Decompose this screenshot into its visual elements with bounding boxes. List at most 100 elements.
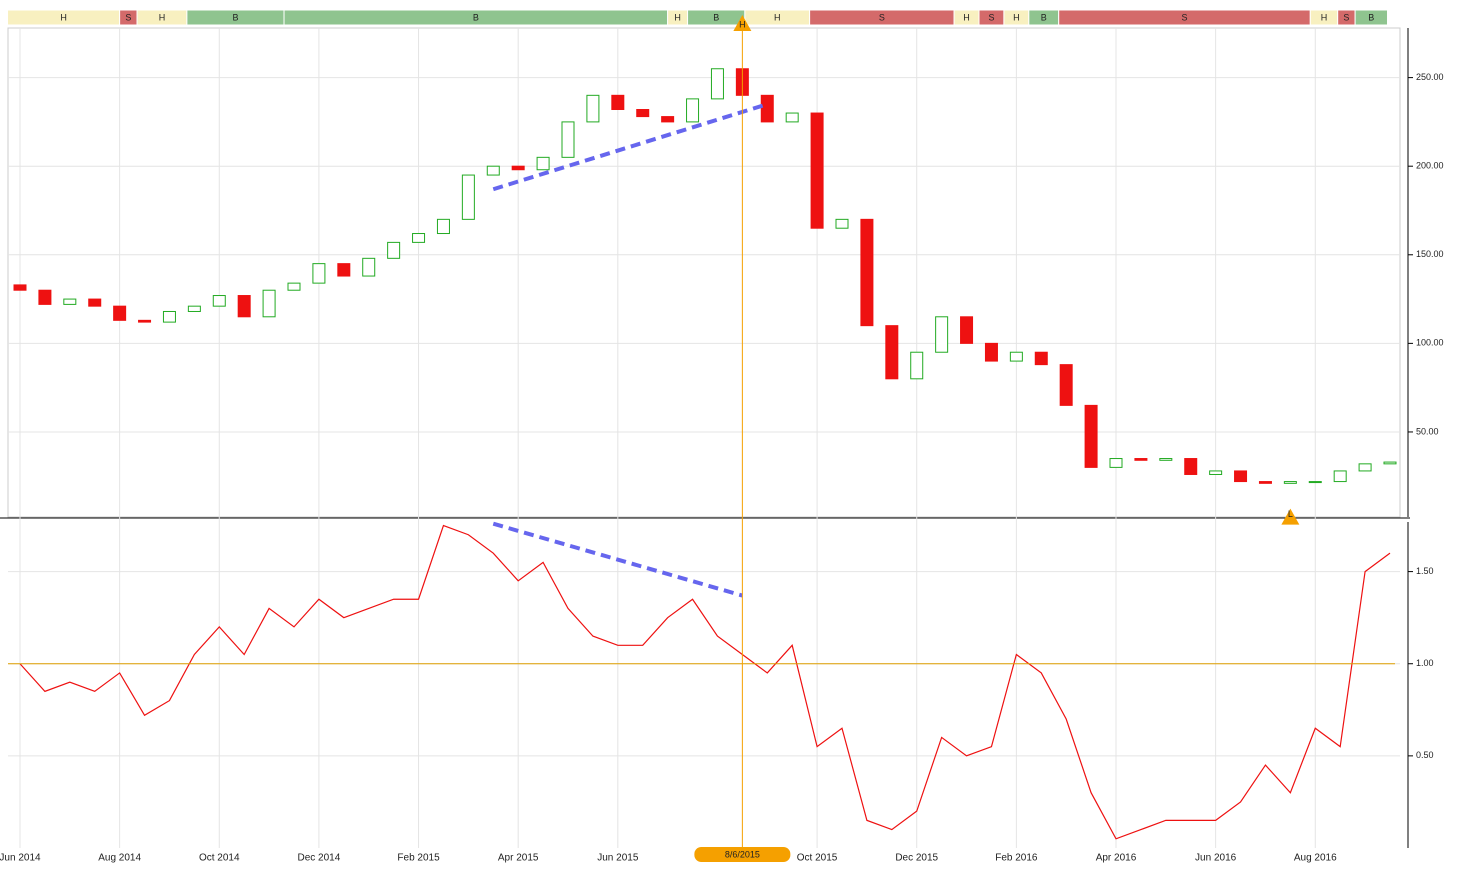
trend-line	[492, 521, 743, 598]
candle	[561, 121, 575, 158]
candle	[636, 109, 650, 118]
event-pill	[694, 847, 791, 862]
event-label: 8/6/2015	[725, 849, 760, 859]
x-tick-label: Aug 2014	[98, 853, 141, 864]
signal-label: B	[713, 12, 719, 22]
marker-label: H	[739, 19, 746, 29]
candle	[337, 263, 351, 277]
candle	[1234, 470, 1248, 483]
x-tick-label: Apr 2016	[1096, 853, 1137, 864]
x-tick-label: Feb 2015	[397, 853, 440, 864]
candle	[1184, 458, 1198, 475]
candle	[237, 295, 251, 318]
price-panel	[7, 27, 1401, 518]
candle	[287, 282, 301, 291]
candle	[436, 218, 450, 235]
candle	[262, 289, 276, 318]
candle	[1059, 364, 1073, 406]
signal-label: H	[1321, 12, 1328, 22]
candle	[760, 94, 774, 123]
candle	[312, 263, 326, 284]
y-tick-label: 1.00	[1416, 658, 1434, 668]
candle	[661, 116, 675, 123]
candle	[1009, 351, 1023, 362]
signal-label: H	[1013, 12, 1020, 22]
candle	[13, 284, 27, 291]
candle	[860, 218, 874, 327]
signal-label: H	[60, 12, 67, 22]
signal-segment	[1354, 9, 1389, 26]
signal-label: S	[1181, 12, 1187, 22]
signal-label: S	[1343, 12, 1349, 22]
candle	[960, 316, 974, 344]
signal-label: B	[473, 12, 479, 22]
candle	[710, 68, 724, 100]
x-tick-label: Feb 2016	[995, 853, 1038, 864]
marker	[733, 15, 752, 32]
candle	[162, 310, 176, 323]
signal-label: S	[879, 12, 885, 22]
candle	[1134, 458, 1148, 461]
candle	[187, 305, 201, 312]
signal-label: H	[774, 12, 781, 22]
candle	[1283, 481, 1297, 484]
x-tick-label: Oct 2014	[199, 853, 240, 864]
candle	[387, 241, 401, 259]
y-tick-label: 150.00	[1416, 249, 1444, 259]
candle	[1383, 461, 1397, 465]
x-tick-label: Dec 2014	[298, 853, 341, 864]
candle	[1034, 351, 1048, 366]
candle	[536, 156, 550, 171]
candle	[412, 233, 426, 243]
candle	[88, 298, 102, 307]
x-tick-label: Jun 2016	[1195, 853, 1237, 864]
signal-label: S	[125, 12, 131, 22]
candle	[686, 98, 700, 123]
x-tick-label: Jun 2014	[0, 853, 41, 864]
signal-label: S	[988, 12, 994, 22]
marker	[1281, 508, 1300, 525]
candle	[935, 316, 949, 353]
candle	[1258, 481, 1272, 484]
signal-label: H	[674, 12, 681, 22]
y-tick-label: 50.00	[1416, 426, 1439, 436]
candle	[511, 165, 525, 171]
signal-label: B	[1041, 12, 1047, 22]
candle	[362, 257, 376, 277]
candle	[1333, 470, 1347, 483]
candle	[38, 289, 52, 305]
x-tick-label: Aug 2016	[1294, 853, 1337, 864]
indicator-line	[19, 524, 1391, 840]
signal-label: B	[232, 12, 238, 22]
candle	[138, 319, 152, 323]
candle	[486, 165, 500, 176]
y-tick-label: 200.00	[1416, 161, 1444, 171]
candle	[1358, 463, 1372, 472]
candle	[785, 112, 799, 123]
candle	[63, 298, 77, 305]
x-tick-label: Jun 2015	[597, 853, 639, 864]
candle	[1084, 404, 1098, 468]
candle	[984, 342, 998, 362]
y-tick-label: 0.50	[1416, 750, 1434, 760]
x-tick-label: Dec 2015	[895, 853, 938, 864]
candle	[1109, 458, 1123, 468]
candle	[1209, 470, 1223, 475]
candle	[586, 94, 600, 123]
candle	[611, 94, 625, 111]
x-tick-label: Apr 2015	[498, 853, 539, 864]
candle	[212, 295, 226, 307]
signal-label: H	[159, 12, 166, 22]
candle	[1308, 481, 1322, 484]
signal-label: B	[1368, 12, 1374, 22]
candle	[885, 325, 899, 380]
marker-label: L	[1288, 509, 1293, 519]
y-tick-label: 250.00	[1416, 72, 1444, 82]
candle	[461, 174, 475, 220]
candle	[910, 351, 924, 380]
y-tick-label: 100.00	[1416, 338, 1444, 348]
x-tick-label: Oct 2015	[797, 853, 838, 864]
candle	[810, 112, 824, 229]
